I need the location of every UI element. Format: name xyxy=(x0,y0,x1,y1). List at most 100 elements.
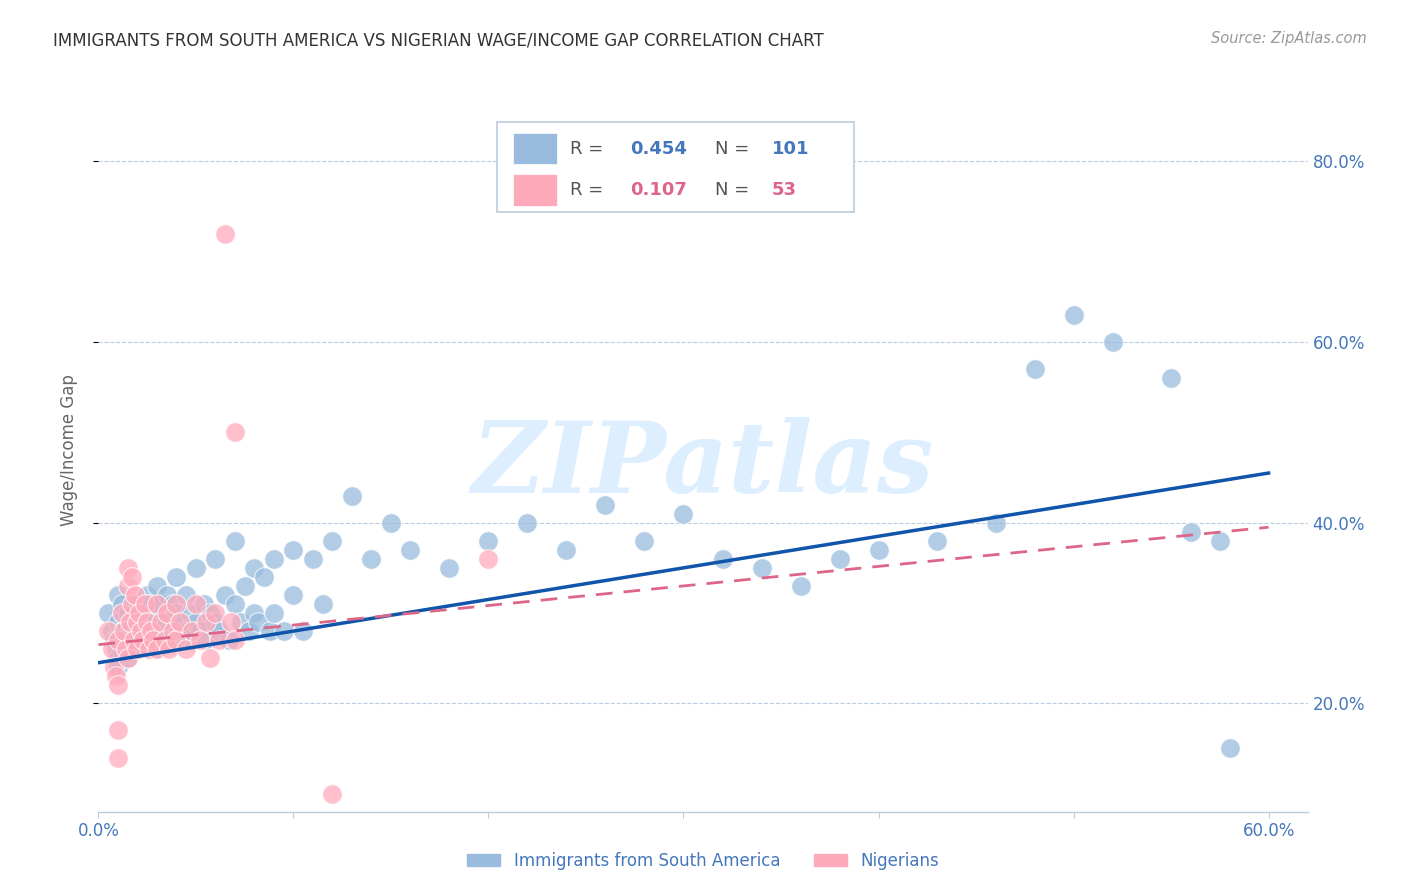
Text: R =: R = xyxy=(569,181,603,199)
Point xyxy=(174,588,197,602)
Point xyxy=(104,669,127,683)
Point xyxy=(238,624,260,639)
Point xyxy=(156,606,179,620)
Point xyxy=(128,642,150,657)
Point xyxy=(107,633,129,648)
Point xyxy=(477,551,499,566)
Point xyxy=(174,642,197,657)
Point xyxy=(321,787,343,801)
Point xyxy=(340,489,363,503)
Point xyxy=(153,633,176,648)
Legend: Immigrants from South America, Nigerians: Immigrants from South America, Nigerians xyxy=(460,846,946,877)
Text: 0.454: 0.454 xyxy=(630,139,688,158)
Point xyxy=(104,642,127,657)
Point xyxy=(165,597,187,611)
Point xyxy=(169,615,191,629)
Point xyxy=(1209,533,1232,548)
Point xyxy=(124,588,146,602)
Point xyxy=(194,615,217,629)
Point xyxy=(672,507,695,521)
FancyBboxPatch shape xyxy=(513,133,557,164)
Point xyxy=(118,624,141,639)
Point xyxy=(121,597,143,611)
Point xyxy=(219,615,242,629)
Point xyxy=(149,615,172,629)
Point xyxy=(177,624,200,639)
Point xyxy=(399,542,422,557)
Point xyxy=(107,660,129,674)
Text: Source: ZipAtlas.com: Source: ZipAtlas.com xyxy=(1211,31,1367,46)
Point xyxy=(146,597,169,611)
Point xyxy=(184,615,207,629)
Point xyxy=(117,651,139,665)
Point xyxy=(117,651,139,665)
Point xyxy=(1219,741,1241,756)
Point xyxy=(439,561,461,575)
Text: R =: R = xyxy=(569,139,603,158)
Point xyxy=(134,597,156,611)
Point xyxy=(131,606,153,620)
Point xyxy=(139,633,162,648)
Point xyxy=(789,579,811,593)
Point xyxy=(136,624,159,639)
Point xyxy=(107,750,129,764)
Point xyxy=(169,615,191,629)
Point xyxy=(146,642,169,657)
Point xyxy=(118,615,141,629)
Point xyxy=(292,624,315,639)
Point xyxy=(218,633,240,648)
Point xyxy=(273,624,295,639)
Point xyxy=(224,533,246,548)
Point xyxy=(148,624,170,639)
Point xyxy=(516,516,538,530)
Point xyxy=(162,597,184,611)
Point xyxy=(107,588,129,602)
Point xyxy=(128,597,150,611)
Point xyxy=(122,642,145,657)
Text: IMMIGRANTS FROM SOUTH AMERICA VS NIGERIAN WAGE/INCOME GAP CORRELATION CHART: IMMIGRANTS FROM SOUTH AMERICA VS NIGERIA… xyxy=(53,31,824,49)
Point xyxy=(224,425,246,440)
Point xyxy=(157,642,180,657)
Point xyxy=(208,624,231,639)
Point xyxy=(122,597,145,611)
Point xyxy=(124,606,146,620)
Point xyxy=(555,542,578,557)
Point xyxy=(233,579,256,593)
Point xyxy=(925,533,948,548)
Point xyxy=(114,642,136,657)
Point xyxy=(97,606,120,620)
Point xyxy=(173,624,195,639)
Point xyxy=(156,588,179,602)
Point xyxy=(111,597,134,611)
Text: 0.107: 0.107 xyxy=(630,181,688,199)
Point xyxy=(138,642,160,657)
Point xyxy=(139,624,162,639)
Point xyxy=(165,606,187,620)
Point xyxy=(136,588,159,602)
Point xyxy=(204,615,226,629)
Point xyxy=(198,651,221,665)
Point xyxy=(107,651,129,665)
Point xyxy=(1063,308,1085,322)
Point xyxy=(157,624,180,639)
Point xyxy=(711,551,734,566)
Point xyxy=(138,597,160,611)
Point xyxy=(152,633,174,648)
Point xyxy=(595,498,617,512)
Point xyxy=(131,624,153,639)
Point xyxy=(321,533,343,548)
Text: 101: 101 xyxy=(772,139,810,158)
Point xyxy=(165,633,187,648)
Point xyxy=(142,633,165,648)
Point xyxy=(107,615,129,629)
Point xyxy=(214,588,236,602)
Point xyxy=(117,579,139,593)
Point xyxy=(243,561,266,575)
Point xyxy=(283,588,305,602)
Point xyxy=(179,606,201,620)
Point xyxy=(208,633,231,648)
Point xyxy=(97,624,120,639)
Point xyxy=(103,660,125,674)
Point xyxy=(127,624,149,639)
Point xyxy=(142,606,165,620)
